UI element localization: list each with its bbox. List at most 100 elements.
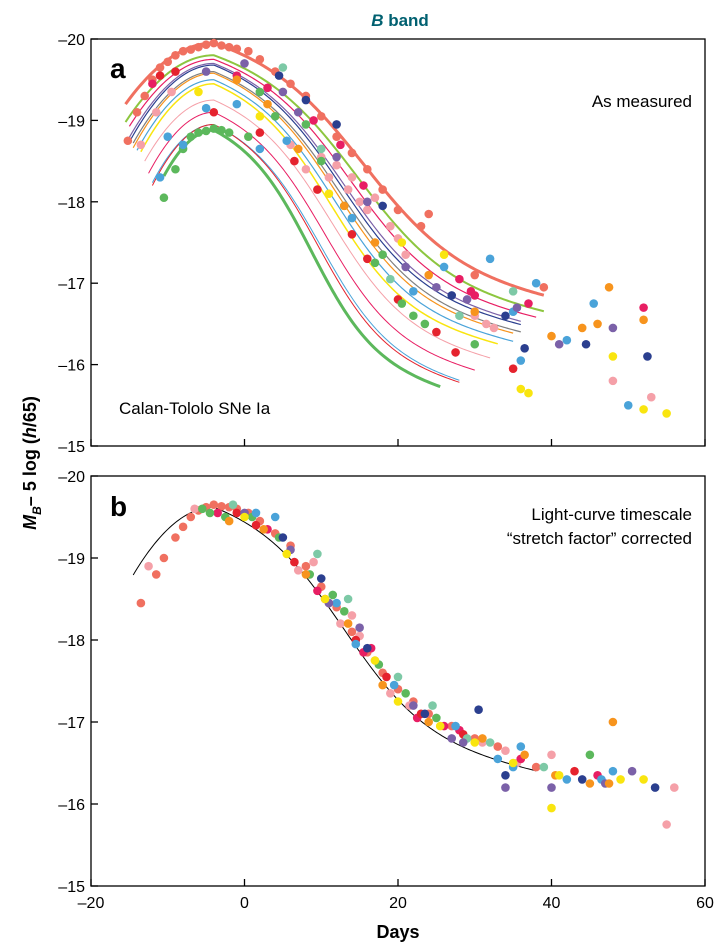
data-point-a-55 — [336, 140, 345, 150]
data-point-a-97 — [386, 274, 395, 284]
data-point-b-35 — [336, 619, 345, 628]
data-point-a-157 — [608, 352, 618, 361]
data-point-a-78 — [194, 128, 203, 137]
x-tick-label-b-3: 40 — [543, 895, 561, 912]
data-point-a-48 — [489, 323, 499, 333]
data-point-a-110 — [485, 254, 495, 264]
data-point-b-39 — [386, 689, 395, 698]
data-point-b-99 — [363, 643, 372, 653]
panel-a-x-ticks — [90, 439, 706, 446]
data-point-b-91 — [493, 754, 503, 764]
data-point-a-42 — [370, 193, 380, 203]
data-point-b-79 — [393, 672, 403, 682]
data-point-a-135 — [512, 303, 522, 312]
data-point-b-82 — [485, 738, 495, 747]
data-point-b-125 — [585, 779, 595, 788]
data-point-a-129 — [293, 107, 303, 117]
data-point-a-96 — [316, 144, 326, 154]
data-point-a-94 — [470, 339, 480, 349]
data-point-a-72 — [451, 348, 460, 357]
data-point-a-142 — [370, 238, 380, 247]
data-point-b-98 — [316, 574, 326, 583]
y-tick-label-a-0: –20 — [58, 32, 85, 49]
data-point-a-64 — [209, 107, 219, 117]
x-axis-label: Days — [376, 922, 419, 942]
data-point-a-122 — [501, 311, 510, 321]
data-point-a-118 — [301, 95, 311, 105]
data-point-b-33 — [309, 557, 318, 567]
data-point-b-3 — [171, 533, 180, 542]
light-curve-a-9 — [144, 99, 491, 359]
x-tick-label-b-2: 20 — [389, 895, 407, 912]
light-curve-a-8 — [140, 83, 498, 345]
data-point-b-31 — [190, 504, 199, 514]
light-curve-a-10 — [148, 111, 475, 371]
data-point-a-56 — [359, 181, 368, 190]
data-point-b-119 — [343, 619, 353, 628]
data-point-b-1 — [151, 570, 161, 579]
data-point-a-108 — [409, 287, 418, 296]
data-point-a-95 — [278, 63, 288, 72]
data-point-b-128 — [240, 512, 249, 522]
y-tick-label-b-5: –15 — [58, 879, 85, 896]
data-point-a-130 — [332, 152, 341, 162]
data-point-a-60 — [524, 299, 533, 308]
data-point-b-131 — [370, 656, 380, 665]
data-point-a-81 — [217, 125, 226, 135]
data-point-a-103 — [201, 103, 211, 113]
data-point-b-127 — [608, 717, 618, 727]
light-curve-a-11 — [151, 123, 460, 381]
data-point-a-120 — [378, 201, 387, 211]
panel-b-x-ticks: –20 0 20 40 60 — [78, 879, 714, 912]
data-point-a-114 — [589, 299, 599, 308]
data-point-a-22 — [347, 148, 357, 158]
data-point-b-64 — [570, 766, 579, 776]
data-point-b-113 — [547, 783, 556, 792]
x-tick-label-b-0: –20 — [78, 895, 105, 912]
data-point-b-85 — [251, 508, 261, 518]
data-point-a-104 — [232, 99, 242, 109]
data-point-a-83 — [244, 132, 253, 141]
super-title-italic: B — [371, 11, 383, 30]
data-point-b-0 — [136, 598, 146, 608]
data-point-a-105 — [255, 144, 265, 154]
data-point-a-116 — [531, 278, 541, 288]
data-point-a-147 — [593, 319, 602, 329]
data-point-a-2 — [140, 91, 150, 101]
data-point-b-8 — [209, 500, 219, 510]
data-point-b-133 — [435, 721, 445, 731]
data-point-b-46 — [213, 508, 222, 518]
data-point-a-127 — [240, 59, 249, 68]
data-point-a-106 — [282, 136, 292, 146]
data-point-a-28 — [470, 270, 480, 280]
y-tick-label-a-4: –16 — [58, 358, 85, 375]
data-point-a-68 — [347, 230, 357, 239]
data-point-b-74 — [401, 689, 410, 698]
data-point-a-80 — [209, 124, 219, 133]
panel-a-annotation-bottom: Calan-Tololo SNe Ia — [119, 399, 271, 418]
data-point-a-139 — [263, 99, 272, 109]
data-point-b-87 — [332, 598, 341, 608]
y-tick-label-a-3: –17 — [58, 276, 85, 293]
panel-b-y-ticks: –20 –19 –18 –17 –16 –15 — [58, 469, 98, 896]
data-point-a-126 — [201, 67, 211, 76]
data-point-b-110 — [447, 734, 457, 743]
data-point-a-148 — [604, 282, 614, 292]
panel-b-letter: b — [110, 491, 127, 522]
data-point-b-45 — [670, 783, 679, 792]
y-label-end: /65) — [20, 396, 40, 427]
data-point-b-61 — [382, 672, 391, 682]
data-point-b-80 — [428, 701, 437, 710]
data-point-a-102 — [178, 140, 188, 150]
light-curve-a-6 — [132, 72, 514, 334]
data-point-a-91 — [397, 299, 407, 308]
data-point-a-61 — [639, 303, 648, 312]
data-point-b-109 — [409, 701, 418, 710]
figure-super-title: B band — [371, 11, 429, 30]
data-point-a-121 — [447, 291, 457, 300]
data-point-a-79 — [201, 126, 211, 136]
data-point-a-140 — [293, 144, 303, 154]
data-point-a-82 — [224, 128, 234, 137]
data-point-a-159 — [662, 409, 671, 418]
data-point-a-109 — [439, 262, 449, 272]
